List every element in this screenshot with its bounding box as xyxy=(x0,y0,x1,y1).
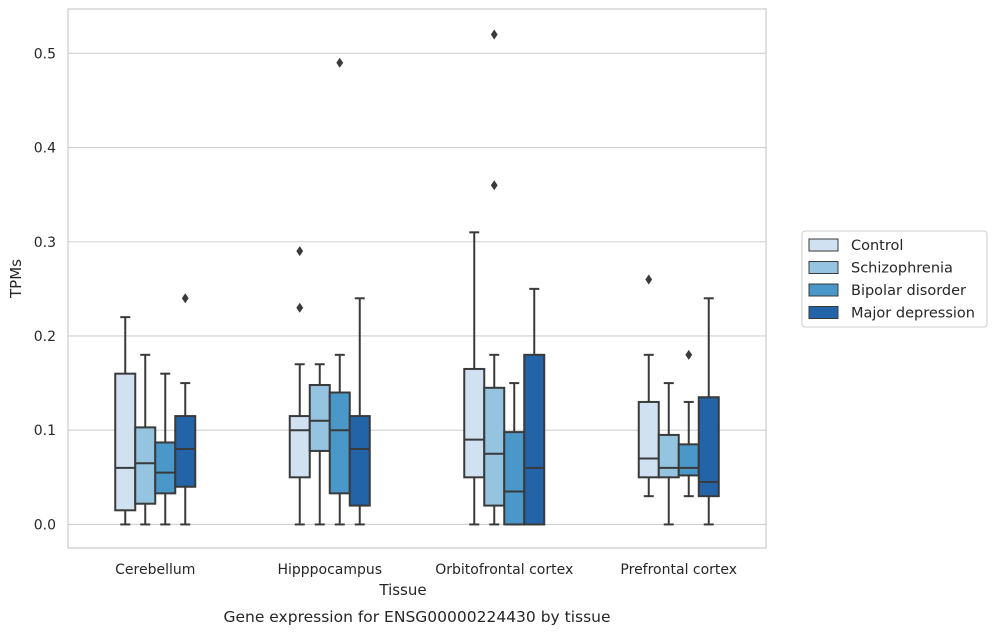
box-3-3 xyxy=(697,297,720,526)
outlier-point xyxy=(685,349,693,360)
box-iqr xyxy=(174,415,197,488)
box-iqr xyxy=(134,426,157,505)
box-1-3 xyxy=(348,297,371,526)
x-tick-labels: Cerebellum Hipppocampus Orbitofrontal cort… xyxy=(115,562,737,578)
plot-frame xyxy=(67,8,767,549)
outlier-point xyxy=(296,246,304,257)
box-1-0 xyxy=(288,246,311,526)
y-tick-label: 0.2 xyxy=(34,329,56,345)
box-0-3 xyxy=(174,293,197,526)
legend-swatch xyxy=(808,306,839,319)
box-1-2 xyxy=(328,57,351,526)
box-iqr xyxy=(697,396,720,498)
x-tick-label: Prefrontal cortex xyxy=(620,562,737,578)
y-tick-label: 0.0 xyxy=(34,517,56,533)
y-axis-title: TPMs xyxy=(7,259,25,299)
box-0-2 xyxy=(154,372,177,526)
box-3-1 xyxy=(657,382,680,526)
x-axis-title: Tissue xyxy=(378,581,426,599)
x-tick-label: Hipppocampus xyxy=(277,562,382,578)
legend-frame xyxy=(801,230,988,328)
y-tick-label: 0.3 xyxy=(34,235,56,251)
legend: Control Schizophrenia Bipolar disorder Majo… xyxy=(801,230,988,328)
outlier-point xyxy=(296,302,304,313)
box-iqr xyxy=(677,443,700,477)
y-tick-label: 0.4 xyxy=(34,141,56,157)
x-tick-label: Orbitofrontal cortex xyxy=(435,562,573,578)
outlier-point xyxy=(181,293,189,304)
box-0-0 xyxy=(114,316,137,526)
box-iqr xyxy=(328,391,351,495)
box-0-1 xyxy=(134,353,157,526)
outlier-point xyxy=(490,29,498,40)
box-plot-marks xyxy=(114,29,720,526)
outlier-point xyxy=(336,57,344,68)
outlier-point xyxy=(490,180,498,191)
y-tick-label: 0.1 xyxy=(34,423,56,439)
legend-label: Control xyxy=(851,238,903,254)
box-iqr xyxy=(348,415,371,507)
box-iqr xyxy=(308,383,331,452)
box-iqr xyxy=(503,431,526,526)
box-3-2 xyxy=(677,349,700,498)
box-2-1 xyxy=(483,29,506,526)
legend-label: Bipolar disorder xyxy=(851,283,966,299)
box-iqr xyxy=(114,372,137,512)
legend-swatch xyxy=(808,283,839,297)
box-2-0 xyxy=(463,231,486,526)
box-3-0 xyxy=(637,274,660,498)
x-tick-label: Cerebellum xyxy=(115,562,195,578)
box-iqr xyxy=(637,400,660,479)
box-2-3 xyxy=(523,287,546,526)
y-tick-label: 0.5 xyxy=(34,46,56,62)
legend-label: Schizophrenia xyxy=(851,261,953,277)
box-iqr xyxy=(288,415,311,479)
box-1-1 xyxy=(308,363,331,526)
box-iqr xyxy=(523,353,546,526)
legend-swatch xyxy=(808,261,839,274)
chart-caption: Gene expression for ENSG00000224430 by t… xyxy=(223,608,610,626)
box-iqr xyxy=(657,433,680,479)
box-iqr xyxy=(154,441,177,495)
legend-swatch xyxy=(808,238,839,252)
outlier-point xyxy=(645,274,653,285)
box-iqr xyxy=(483,386,506,507)
box-iqr xyxy=(463,367,486,479)
box-2-2 xyxy=(503,382,526,526)
legend-label: Major depression xyxy=(851,306,975,322)
y-tick-labels: 0.0 0.1 0.2 0.3 0.4 0.5 xyxy=(34,46,56,533)
